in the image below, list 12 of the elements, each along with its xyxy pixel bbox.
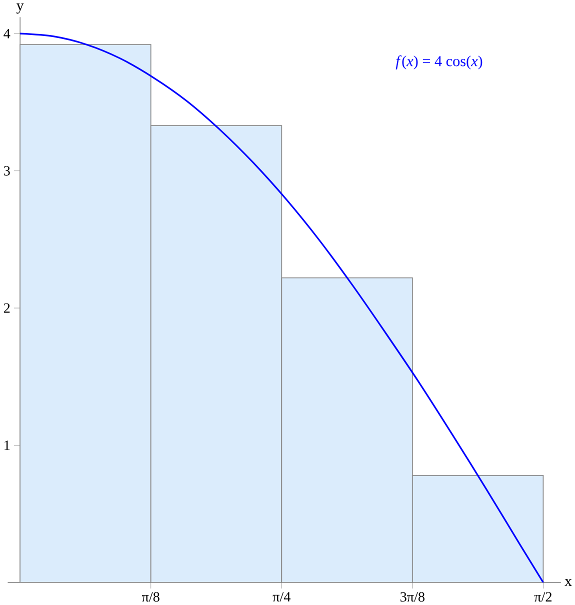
text: f(x) = 4 cos(x)	[396, 55, 482, 70]
line-series	[19, 32, 544, 582]
x-tick-label: π/4	[272, 592, 290, 602]
x-tick-label: π/8	[142, 592, 160, 602]
x-axis-title: x	[564, 578, 572, 586]
y-tick-label: 1	[4, 440, 10, 450]
x-tick-label: 3π/8	[400, 592, 424, 602]
y-tick-label: 3	[4, 166, 10, 176]
y-tick-label: 4	[3, 28, 10, 38]
x-tick-label: π/2	[534, 592, 552, 602]
y-axis-title: y	[16, 3, 24, 14]
y-tick-label: 2	[4, 303, 10, 313]
